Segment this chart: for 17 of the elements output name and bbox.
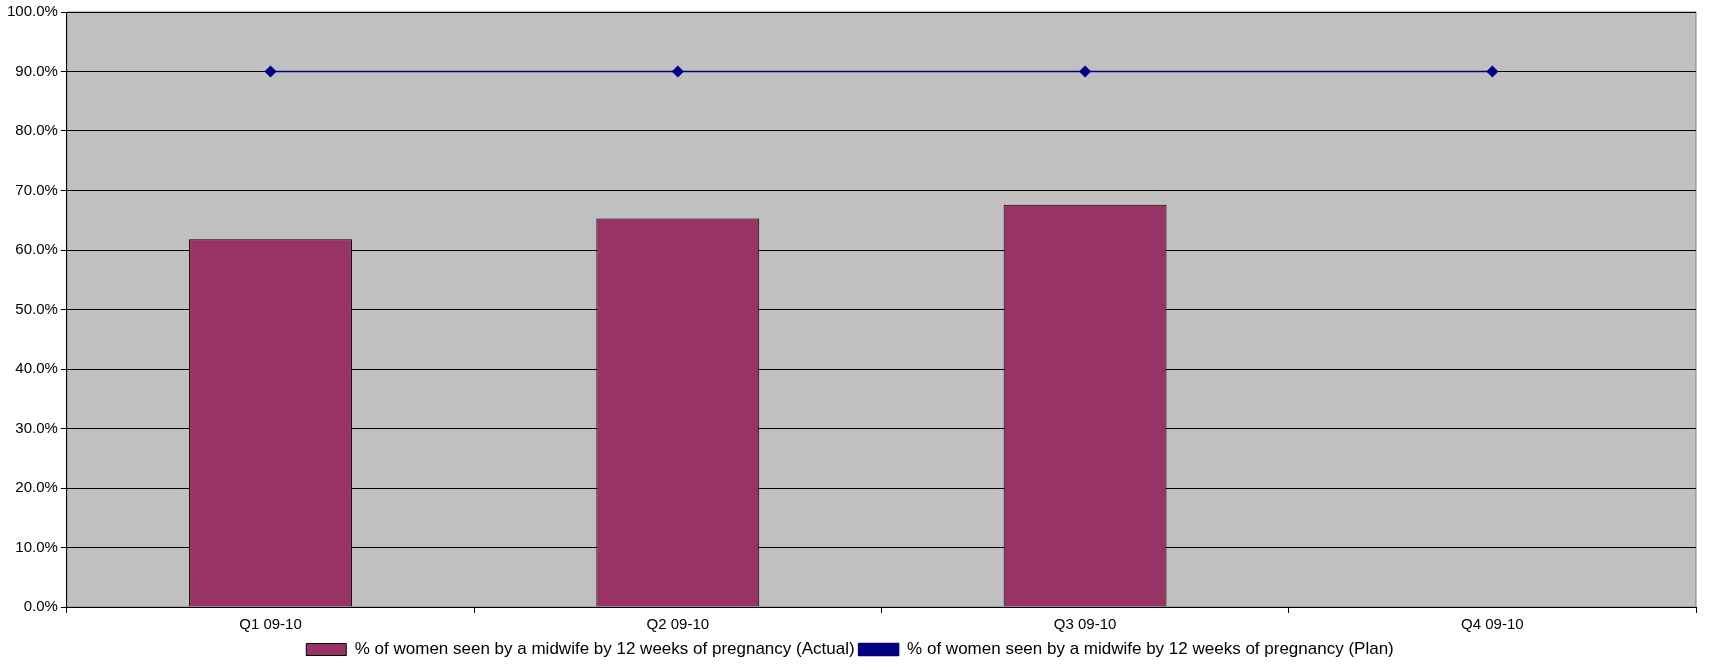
y-tick-label: 60.0% — [15, 240, 58, 258]
y-tick-label: 100.0% — [7, 2, 58, 20]
x-tick-label: Q1 09-10 — [239, 615, 302, 633]
y-tick-label: 50.0% — [15, 299, 58, 317]
legend-label: % of women seen by a midwife by 12 weeks of pregnancy (Plan) — [907, 639, 1394, 659]
x-tick-label: Q4 09-10 — [1461, 615, 1524, 633]
y-tick-label: 0.0% — [23, 597, 58, 615]
x-tick-label: Q3 09-10 — [1053, 615, 1117, 633]
y-tick-label: 30.0% — [15, 418, 58, 436]
x-tick-label: Q2 09-10 — [646, 615, 710, 633]
y-tick-label: 10.0% — [15, 537, 58, 555]
y-tick-label: 70.0% — [15, 180, 58, 198]
y-tick-label: 40.0% — [15, 359, 58, 377]
y-tick-label: 20.0% — [15, 478, 58, 496]
y-tick-label: 80.0% — [15, 121, 58, 139]
y-tick-label: 90.0% — [15, 61, 58, 79]
legend-label: % of women seen by a midwife by 12 weeks of pregnancy (Actual) — [354, 639, 855, 659]
